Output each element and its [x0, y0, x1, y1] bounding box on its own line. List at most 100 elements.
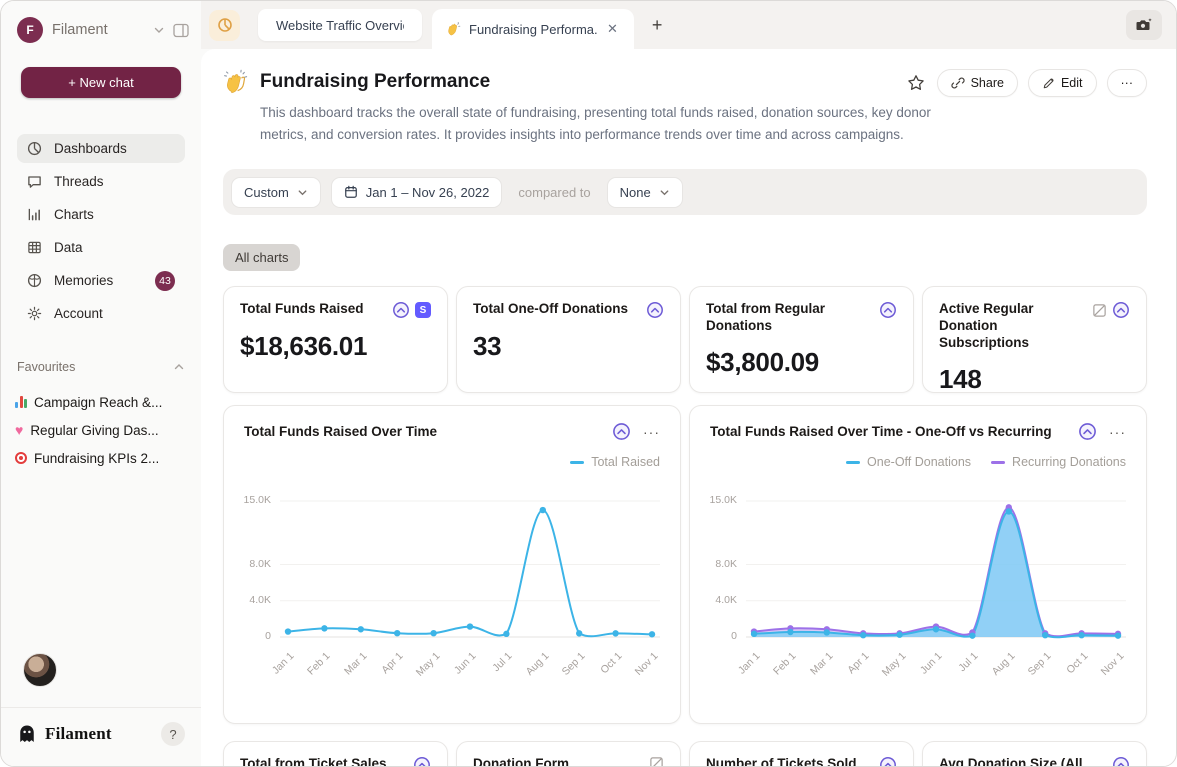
- kpi-card-avg-donation-size[interactable]: Avg Donation Size (All: [922, 741, 1147, 766]
- collapse-sidebar-icon[interactable]: [173, 23, 189, 38]
- edit-label: Edit: [1061, 76, 1083, 90]
- sidebar-item-account[interactable]: Account: [17, 299, 185, 328]
- favourite-item-campaign-reach[interactable]: Campaign Reach &...: [15, 388, 187, 416]
- chart-type-badge-icon: [879, 301, 897, 319]
- tab-label: Fundraising Performa...: [469, 22, 597, 37]
- favourite-item-label: Campaign Reach &...: [34, 395, 162, 410]
- sidebar-nav: Dashboards Threads Charts Data Memories …: [1, 134, 201, 332]
- favourite-item-fundraising-kpis[interactable]: Fundraising KPIs 2...: [15, 444, 187, 472]
- sidebar: F Filament + New chat Dashboards Threads…: [1, 1, 201, 766]
- sparkling-heart-emoji-icon: ♥: [15, 424, 23, 436]
- sidebar-item-threads[interactable]: Threads: [17, 167, 185, 196]
- y-axis-labels: 04.0K8.0K15.0K: [244, 493, 280, 643]
- workspace-avatar: F: [17, 17, 43, 43]
- kpi-card-tickets-sold[interactable]: Number of Tickets Sold: [689, 741, 914, 766]
- sidebar-footer: Filament ?: [1, 708, 201, 766]
- all-charts-chip[interactable]: All charts: [223, 244, 300, 271]
- date-range-picker[interactable]: Jan 1 – Nov 26, 2022: [331, 177, 503, 208]
- calendar-icon: [344, 185, 358, 199]
- share-button[interactable]: Share: [937, 69, 1018, 97]
- bar-chart-emoji-icon: [15, 396, 27, 408]
- gear-icon: [27, 306, 42, 321]
- favourite-item-regular-giving[interactable]: ♥ Regular Giving Das...: [15, 416, 187, 444]
- date-preset-dropdown[interactable]: Custom: [231, 177, 321, 208]
- bottom-card-grid: Total from Ticket Sales Donation Form Co…: [223, 741, 1147, 766]
- compared-to-label: compared to: [518, 185, 590, 200]
- share-label: Share: [971, 76, 1004, 90]
- sidebar-item-dashboards[interactable]: Dashboards: [17, 134, 185, 163]
- chevron-up-icon[interactable]: [173, 361, 185, 373]
- help-button[interactable]: ?: [161, 722, 185, 746]
- brain-icon: [27, 273, 42, 288]
- sidebar-item-charts[interactable]: Charts: [17, 200, 185, 229]
- kpi-card-active-subscriptions[interactable]: Active Regular Donation Subscriptions 14…: [922, 286, 1147, 393]
- new-tab-button[interactable]: +: [652, 15, 663, 36]
- chevron-down-icon: [659, 187, 670, 198]
- sidebar-item-data[interactable]: Data: [17, 233, 185, 262]
- sidebar-item-label: Dashboards: [54, 141, 127, 156]
- image-off-icon: [649, 756, 664, 766]
- sidebar-item-memories[interactable]: Memories 43: [17, 266, 185, 295]
- stripe-icon: S: [415, 302, 431, 318]
- chart-filter-row: All charts: [223, 244, 1147, 271]
- close-tab-icon[interactable]: ✕: [605, 21, 620, 37]
- chart-card-one-off-vs-recurring[interactable]: Total Funds Raised Over Time - One-Off v…: [689, 405, 1147, 724]
- y-axis-labels: 04.0K8.0K15.0K: [710, 493, 746, 643]
- chart-type-badge-icon: [1112, 756, 1130, 766]
- kpi-grid: Total Funds Raised S $18,636.01 Total On…: [223, 286, 1147, 393]
- chart-type-badge-icon: [879, 756, 897, 766]
- tab-website-traffic-overview[interactable]: Website Traffic Overview: [258, 9, 422, 41]
- chart-more-button[interactable]: ···: [1109, 424, 1126, 440]
- filament-wordmark: Filament: [45, 724, 161, 744]
- edit-button[interactable]: Edit: [1028, 69, 1097, 97]
- main-content: Fundraising Performance Share Edit ··· T…: [201, 49, 1176, 766]
- kpi-title: Avg Donation Size (All: [939, 756, 1106, 766]
- page-header: Fundraising Performance Share Edit ···: [223, 67, 1147, 97]
- kpi-card-ticket-sales[interactable]: Total from Ticket Sales: [223, 741, 448, 766]
- sidebar-item-label: Threads: [54, 174, 104, 189]
- kpi-value: 33: [473, 331, 664, 362]
- sidebar-item-label: Account: [54, 306, 103, 321]
- sidebar-item-label: Charts: [54, 207, 94, 222]
- comparison-value: None: [620, 185, 651, 200]
- more-button[interactable]: ···: [1107, 69, 1148, 97]
- chart-title: Total Funds Raised Over Time - One-Off v…: [710, 424, 1078, 439]
- image-off-icon: [1092, 303, 1107, 318]
- tab-fundraising-performance[interactable]: Fundraising Performa... ✕: [432, 9, 634, 49]
- kpi-title: Donation Form Conversion: [473, 756, 643, 766]
- user-avatar[interactable]: [23, 653, 57, 687]
- chart-legend: One-Off Donations Recurring Donations: [710, 455, 1126, 469]
- chart-type-badge-icon: [612, 422, 631, 441]
- chart-grid: Total Funds Raised Over Time ··· Total R…: [223, 405, 1147, 724]
- chevron-down-icon[interactable]: [153, 24, 165, 36]
- dashboard-description: This dashboard tracks the overall state …: [260, 102, 952, 145]
- kpi-value: $18,636.01: [240, 331, 431, 362]
- preset-value: Custom: [244, 185, 289, 200]
- chart-more-button[interactable]: ···: [643, 424, 660, 440]
- kpi-card-total-regular-donations[interactable]: Total from Regular Donations $3,800.09: [689, 286, 914, 393]
- kpi-title: Total One-Off Donations: [473, 301, 640, 318]
- kpi-card-total-funds-raised[interactable]: Total Funds Raised S $18,636.01: [223, 286, 448, 393]
- legend-dash-icon: [570, 461, 584, 464]
- dart-target-emoji-icon: [15, 452, 27, 464]
- kpi-card-total-one-off-donations[interactable]: Total One-Off Donations 33: [456, 286, 681, 393]
- new-chat-button[interactable]: + New chat: [21, 67, 181, 98]
- tab-strip: Website Traffic Overview Fundraising Per…: [201, 1, 1176, 49]
- chart-legend: Total Raised: [244, 455, 660, 469]
- kpi-title: Number of Tickets Sold: [706, 756, 873, 766]
- comparison-dropdown[interactable]: None: [607, 177, 683, 208]
- kpi-value: 148: [939, 364, 1130, 395]
- app-window: F Filament + New chat Dashboards Threads…: [0, 0, 1177, 767]
- screenshot-camera-icon[interactable]: [1126, 10, 1162, 40]
- kpi-card-donation-form-conversion[interactable]: Donation Form Conversion: [456, 741, 681, 766]
- chart-card-total-funds-over-time[interactable]: Total Funds Raised Over Time ··· Total R…: [223, 405, 681, 724]
- tab-label: Website Traffic Overview: [276, 18, 404, 33]
- plot-area: [746, 493, 1126, 643]
- clapping-hands-emoji-icon: [223, 69, 249, 95]
- favourites-header[interactable]: Favourites: [17, 360, 185, 374]
- workspace-switcher[interactable]: F Filament: [1, 1, 201, 43]
- favourite-star-button[interactable]: [905, 72, 927, 94]
- speech-bubble-icon: [27, 174, 42, 189]
- dashboards-home-icon[interactable]: [209, 10, 240, 41]
- bar-chart-icon: [27, 207, 42, 222]
